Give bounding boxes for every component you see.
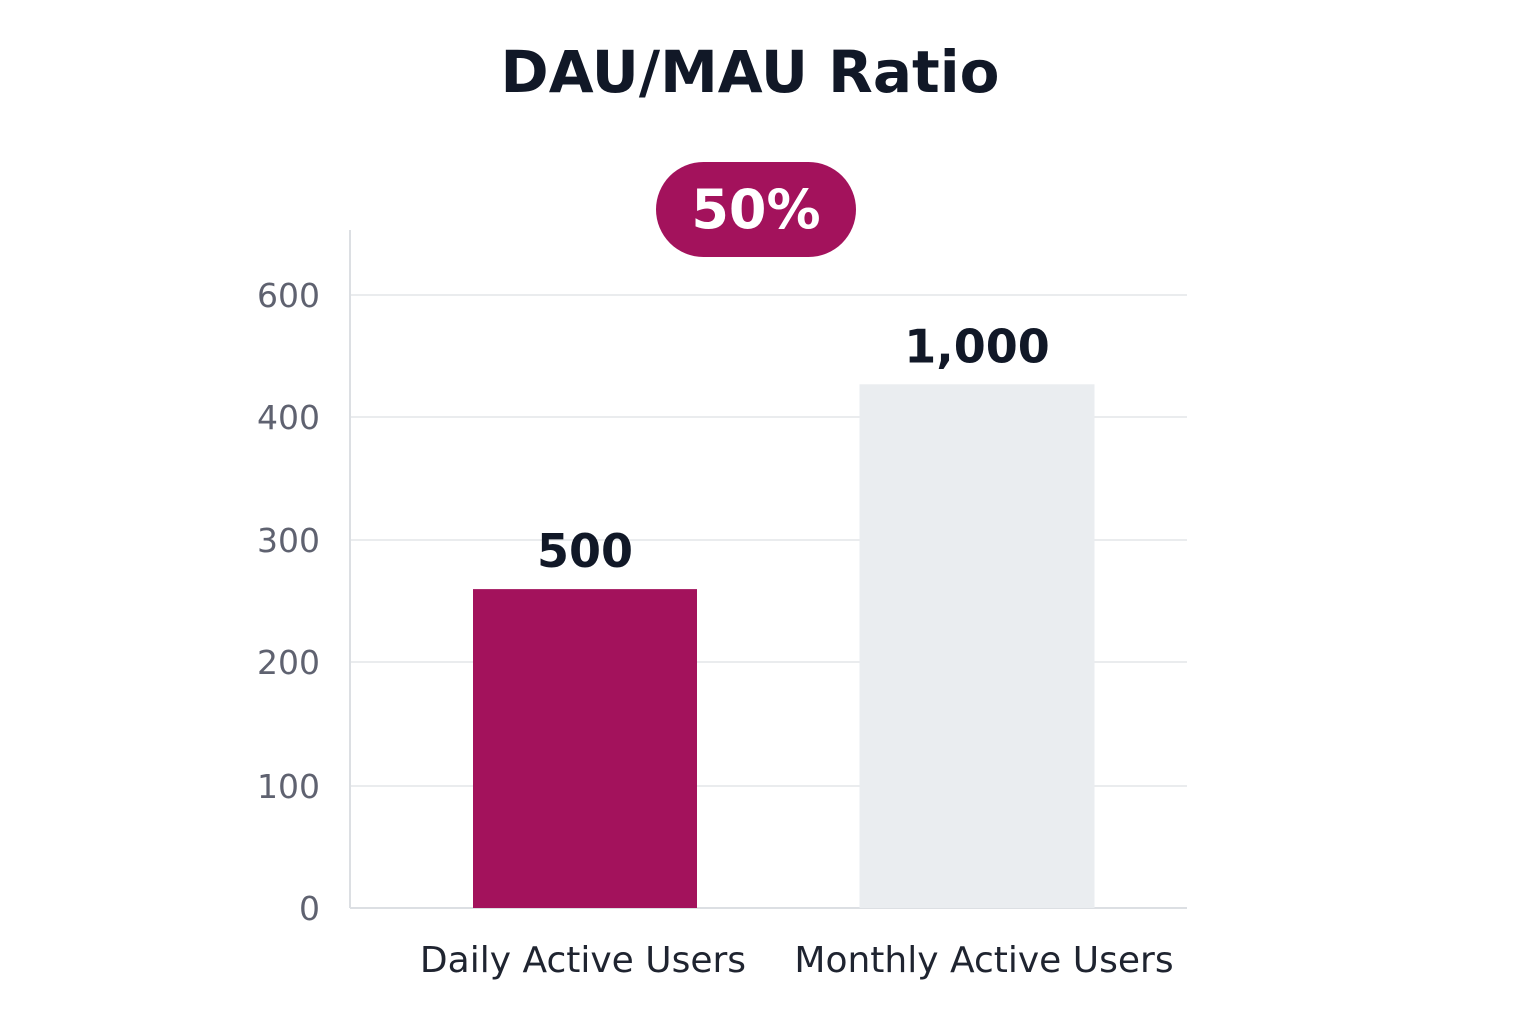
ratio-badge: 50% (656, 162, 856, 257)
bar-value-label: 500 (537, 524, 633, 578)
bar-daily-active-users (473, 589, 697, 908)
y-tick-labels: 0 100 200 300 400 600 (257, 276, 320, 928)
y-tick-label: 600 (257, 276, 320, 315)
y-tick-label: 200 (257, 643, 320, 682)
y-tick-label: 100 (257, 767, 320, 806)
y-tick-label: 300 (257, 521, 320, 560)
bar-monthly-active-users (859, 384, 1095, 908)
bar-value-label: 1,000 (904, 319, 1050, 373)
y-tick-label: 400 (257, 398, 320, 437)
bar-value-labels: 500 1,000 (537, 319, 1050, 578)
category-label: Daily Active Users (420, 940, 746, 981)
chart-title: DAU/MAU Ratio (500, 38, 1000, 106)
category-labels: Daily Active Users Monthly Active Users (420, 940, 1174, 981)
bars (473, 384, 1095, 908)
y-tick-label: 0 (299, 889, 320, 928)
category-label: Monthly Active Users (794, 940, 1173, 981)
